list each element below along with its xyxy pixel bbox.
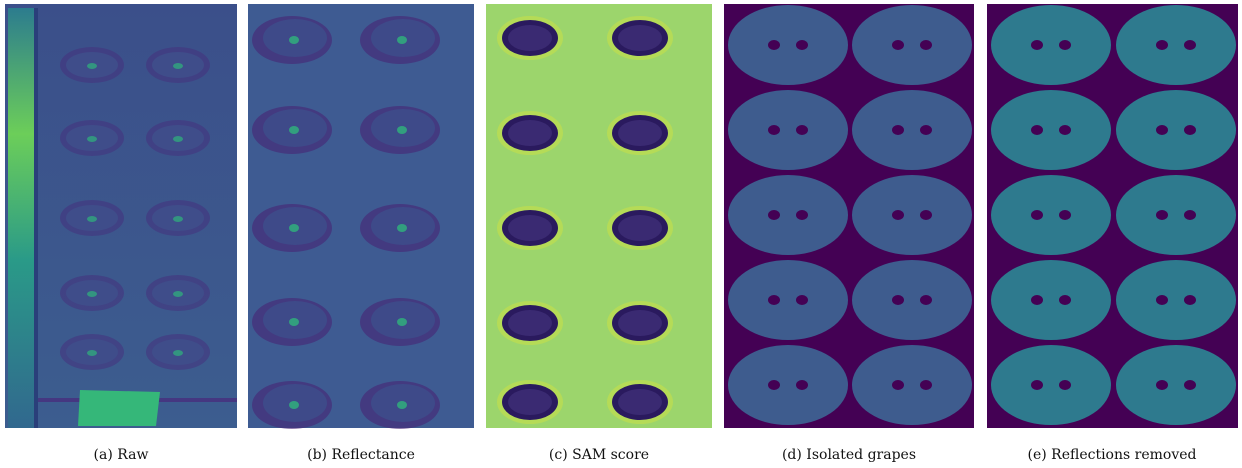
highlight <box>289 126 299 134</box>
highlight <box>87 63 97 69</box>
panel-caption: (c) SAM score <box>549 447 649 463</box>
hole <box>1184 40 1196 50</box>
figure: (a) Raw (b) Reflectance (c) SAM score (d… <box>0 0 1242 468</box>
hole <box>892 210 904 220</box>
hole <box>1156 380 1168 390</box>
highlight <box>397 224 407 232</box>
panel-caption: (b) Reflectance <box>307 447 415 463</box>
grape <box>1116 90 1236 170</box>
hole <box>1184 380 1196 390</box>
hole <box>1031 295 1043 305</box>
grape <box>852 90 972 170</box>
grape <box>1116 260 1236 340</box>
hole <box>796 40 808 50</box>
grape <box>728 5 848 85</box>
highlight <box>87 291 97 297</box>
hole <box>768 380 780 390</box>
hole <box>892 40 904 50</box>
hole <box>1059 380 1071 390</box>
panel-caption: (a) Raw <box>94 447 149 463</box>
hole <box>920 295 932 305</box>
grape <box>991 5 1111 85</box>
grape <box>618 215 662 241</box>
hole <box>892 125 904 135</box>
hole <box>768 40 780 50</box>
hole <box>1184 125 1196 135</box>
highlight <box>87 136 97 142</box>
hole <box>1031 40 1043 50</box>
panel-caption: (e) Reflections removed <box>1028 447 1197 463</box>
hole <box>1184 210 1196 220</box>
grape <box>991 260 1111 340</box>
highlight <box>397 126 407 134</box>
highlight <box>289 224 299 232</box>
highlight <box>173 350 183 356</box>
grape <box>728 90 848 170</box>
grape <box>1116 345 1236 425</box>
highlight <box>397 401 407 409</box>
grape <box>508 215 552 241</box>
highlight <box>397 36 407 44</box>
grape <box>852 260 972 340</box>
hole <box>892 380 904 390</box>
grape <box>1116 5 1236 85</box>
highlight <box>87 350 97 356</box>
hole <box>796 210 808 220</box>
hole <box>1059 295 1071 305</box>
hole <box>796 125 808 135</box>
panel-detail <box>34 8 38 428</box>
highlight <box>173 291 183 297</box>
hole <box>768 210 780 220</box>
grape <box>508 25 552 51</box>
hole <box>1059 125 1071 135</box>
hole <box>920 40 932 50</box>
grape <box>618 25 662 51</box>
highlight <box>87 216 97 222</box>
grape <box>728 260 848 340</box>
hole <box>920 125 932 135</box>
grape <box>728 175 848 255</box>
grape <box>852 345 972 425</box>
grape <box>852 175 972 255</box>
highlight <box>173 216 183 222</box>
hole <box>768 125 780 135</box>
grape <box>508 120 552 146</box>
grape <box>852 5 972 85</box>
hole <box>1059 210 1071 220</box>
grape <box>618 120 662 146</box>
hole <box>1031 210 1043 220</box>
hole <box>1156 40 1168 50</box>
grape <box>728 345 848 425</box>
highlight <box>289 318 299 326</box>
grape <box>991 175 1111 255</box>
highlight <box>289 401 299 409</box>
hole <box>920 210 932 220</box>
hole <box>1031 125 1043 135</box>
hole <box>768 295 780 305</box>
hole <box>1059 40 1071 50</box>
panel-caption: (d) Isolated grapes <box>782 447 916 463</box>
grape <box>508 389 552 415</box>
hole <box>1156 210 1168 220</box>
grape <box>1116 175 1236 255</box>
highlight <box>173 63 183 69</box>
panel-detail <box>8 8 34 428</box>
hole <box>920 380 932 390</box>
grape <box>618 389 662 415</box>
grape <box>991 90 1111 170</box>
hole <box>1184 295 1196 305</box>
highlight <box>173 136 183 142</box>
highlight <box>289 36 299 44</box>
grape <box>618 310 662 336</box>
hole <box>796 380 808 390</box>
panel-detail <box>78 390 160 426</box>
hole <box>796 295 808 305</box>
hole <box>1031 380 1043 390</box>
highlight <box>397 318 407 326</box>
grape <box>508 310 552 336</box>
hole <box>1156 125 1168 135</box>
hole <box>1156 295 1168 305</box>
hole <box>892 295 904 305</box>
grape <box>991 345 1111 425</box>
